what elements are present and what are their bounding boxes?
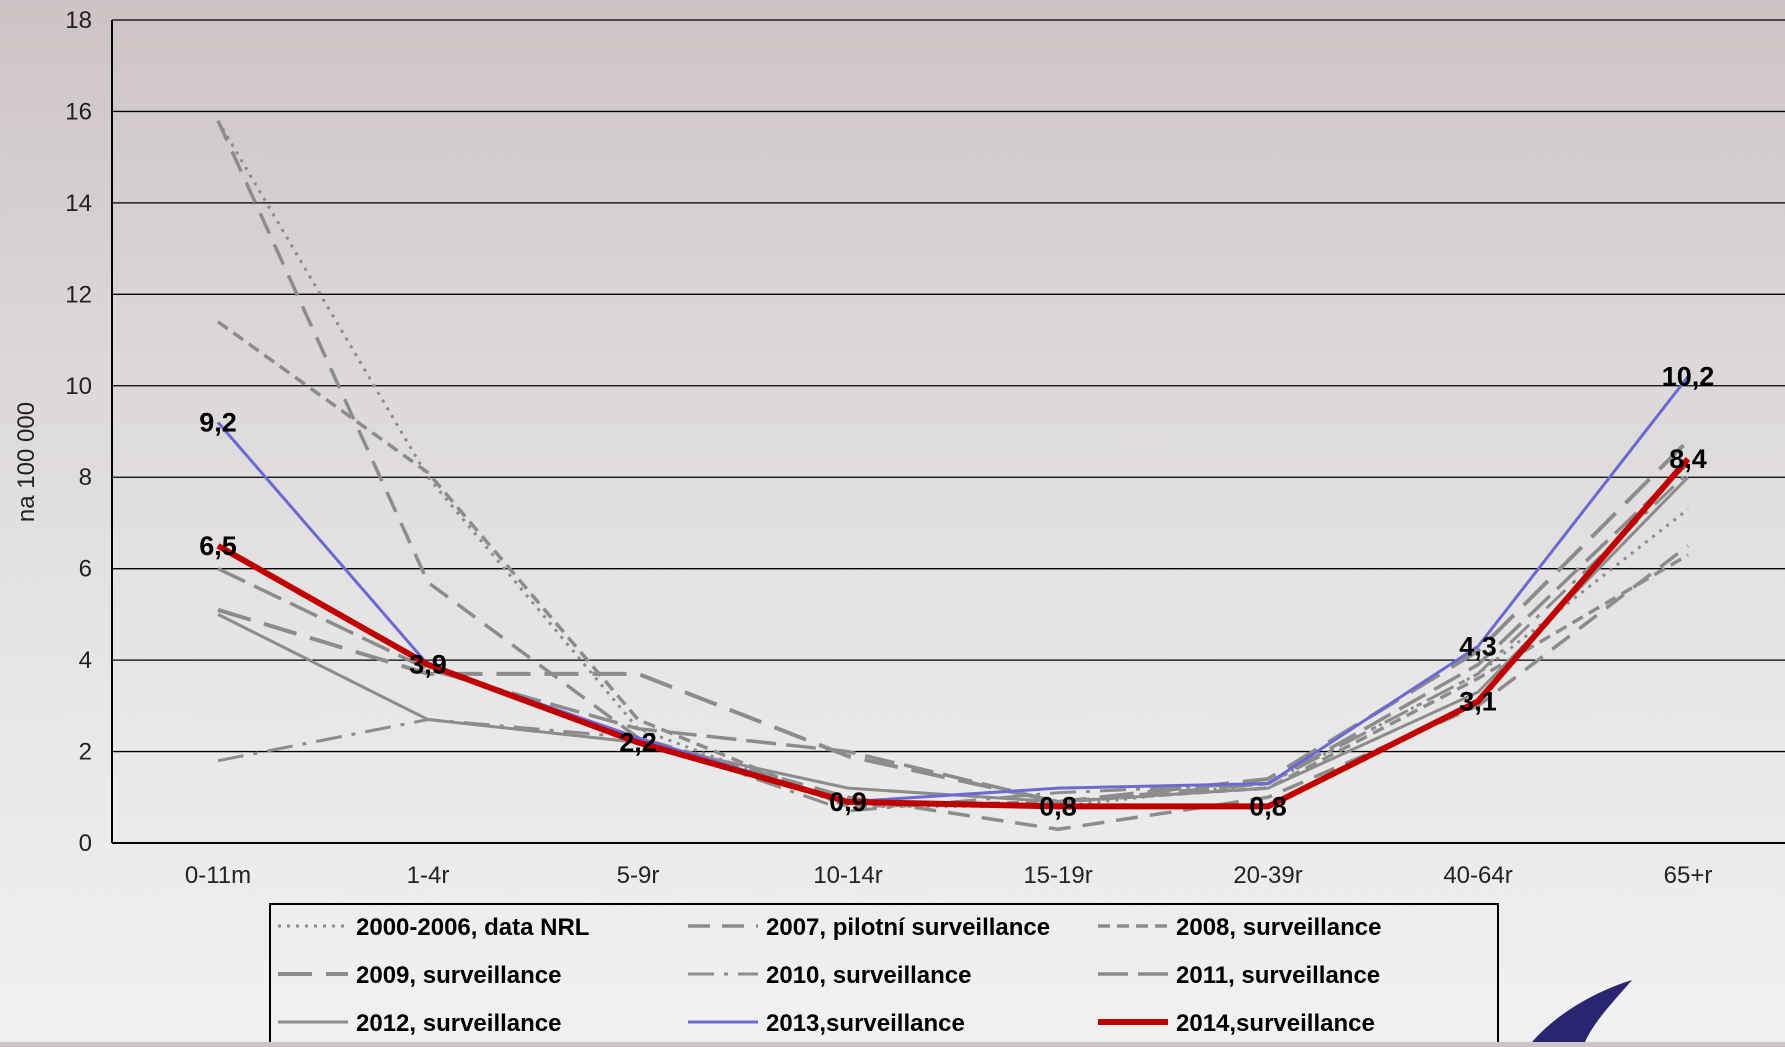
data-label: 0,9 — [829, 787, 867, 817]
series-line-2009-surveillance — [217, 439, 1690, 804]
x-tick-label: 5-9r — [617, 862, 660, 889]
legend-label: 2014,surveillance — [1176, 1010, 1375, 1037]
legend-label: 2011, surveillance — [1176, 962, 1380, 989]
y-tick-label: 0 — [79, 830, 92, 857]
y-tick-label: 8 — [79, 464, 92, 491]
data-label: 3,1 — [1459, 686, 1497, 716]
legend-box — [269, 903, 1499, 1047]
legend-label: 2008, surveillance — [1176, 914, 1381, 941]
data-label: 9,2 — [199, 407, 237, 437]
y-axis-label: na 100 000 — [13, 402, 40, 522]
legend: 2000-2006, data NRL 2007, pilotní surveil… — [269, 903, 1499, 1047]
data-label: 8,4 — [1669, 444, 1707, 474]
data-label: 10,2 — [1662, 362, 1715, 392]
series-line-2014-surveillance — [216, 456, 1691, 810]
y-tick-label: 12 — [65, 281, 92, 308]
logo-swoosh-shape — [1532, 980, 1632, 1042]
y-tick-label: 6 — [79, 556, 92, 583]
legend-label: 2000-2006, data NRL — [356, 914, 589, 941]
series-lines — [216, 119, 1691, 832]
x-tick-label: 0-11m — [185, 862, 251, 889]
x-tick-label: 40-64r — [1443, 862, 1512, 889]
data-labels: 9,2 6,5 3,9 2,2 0,9 0,8 0,8 4,3 3,1 10,2 8,4 — [199, 362, 1714, 822]
data-label: 4,3 — [1459, 631, 1497, 661]
x-tick-label: 65+r — [1664, 862, 1713, 889]
legend-label: 2012, surveillance — [356, 1010, 561, 1037]
y-tick-label: 18 — [65, 7, 92, 34]
legend-label: 2009, surveillance — [356, 962, 561, 989]
y-tick-label: 10 — [65, 373, 92, 400]
x-tick-label: 15-19r — [1023, 862, 1092, 889]
data-label: 6,5 — [199, 531, 237, 561]
plot-area — [112, 20, 1785, 843]
y-tick-label: 14 — [65, 190, 92, 217]
y-tick-label: 4 — [79, 647, 92, 674]
y-tick-label: 2 — [79, 739, 92, 766]
x-tick-label: 1-4r — [407, 862, 450, 889]
y-tick-label: 16 — [65, 98, 92, 125]
x-tick-label: 20-39r — [1233, 862, 1302, 889]
data-label: 2,2 — [619, 727, 657, 757]
data-label: 0,8 — [1039, 791, 1077, 821]
x-tick-label: 10-14r — [813, 862, 882, 889]
legend-label: 2010, surveillance — [766, 962, 971, 989]
swoosh-logo — [1532, 980, 1632, 1042]
legend-label: 2013,surveillance — [766, 1010, 965, 1037]
axes: 0-11m 1-4r 5-9r 10-14r 15-19r 20-39r 40-64r 65+… — [111, 20, 1785, 889]
data-label: 0,8 — [1249, 791, 1287, 821]
legend-label: 2007, pilotní surveillance — [766, 914, 1050, 941]
data-label: 3,9 — [409, 650, 447, 680]
gridlines: 0 2 4 6 8 10 12 14 16 18 — [65, 7, 1785, 857]
